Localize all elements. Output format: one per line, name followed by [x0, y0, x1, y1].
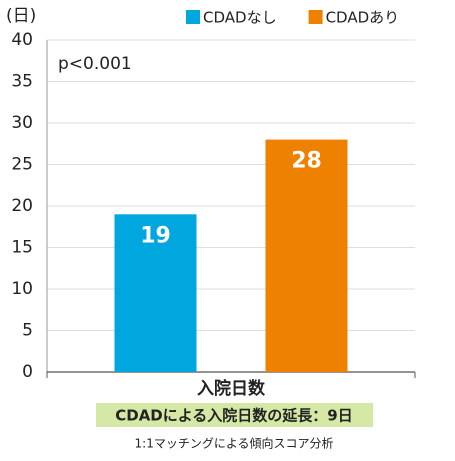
legend-swatch: [186, 10, 200, 24]
y-tick-label: 15: [11, 238, 33, 258]
y-tick-label: 5: [22, 321, 33, 341]
bar: [114, 214, 197, 372]
y-tick-label: 35: [11, 72, 33, 92]
y-tick-label: 25: [11, 155, 33, 175]
y-tick-label: 30: [11, 113, 33, 133]
legend-swatch: [308, 10, 323, 24]
y-tick-label: 10: [11, 279, 33, 299]
legend-label: CDADあり: [326, 9, 400, 27]
footnote: 1:1マッチングによる傾向スコア分析: [135, 436, 334, 451]
y-tick-label: 40: [11, 30, 33, 50]
y-tick-label: 20: [11, 196, 33, 216]
y-unit-label: (日): [6, 6, 36, 26]
bar: [265, 139, 348, 372]
subtitle-box: [96, 403, 373, 427]
y-tick-label: 0: [22, 362, 33, 382]
x-tick-label: 入院日数: [197, 378, 266, 399]
annotation: p<0.001: [58, 54, 132, 74]
data-label: 19: [140, 223, 171, 248]
legend-label: CDADなし: [203, 9, 277, 27]
data-label: 28: [291, 149, 322, 174]
subtitle: CDADによる入院日数の延長：9日: [115, 407, 353, 425]
